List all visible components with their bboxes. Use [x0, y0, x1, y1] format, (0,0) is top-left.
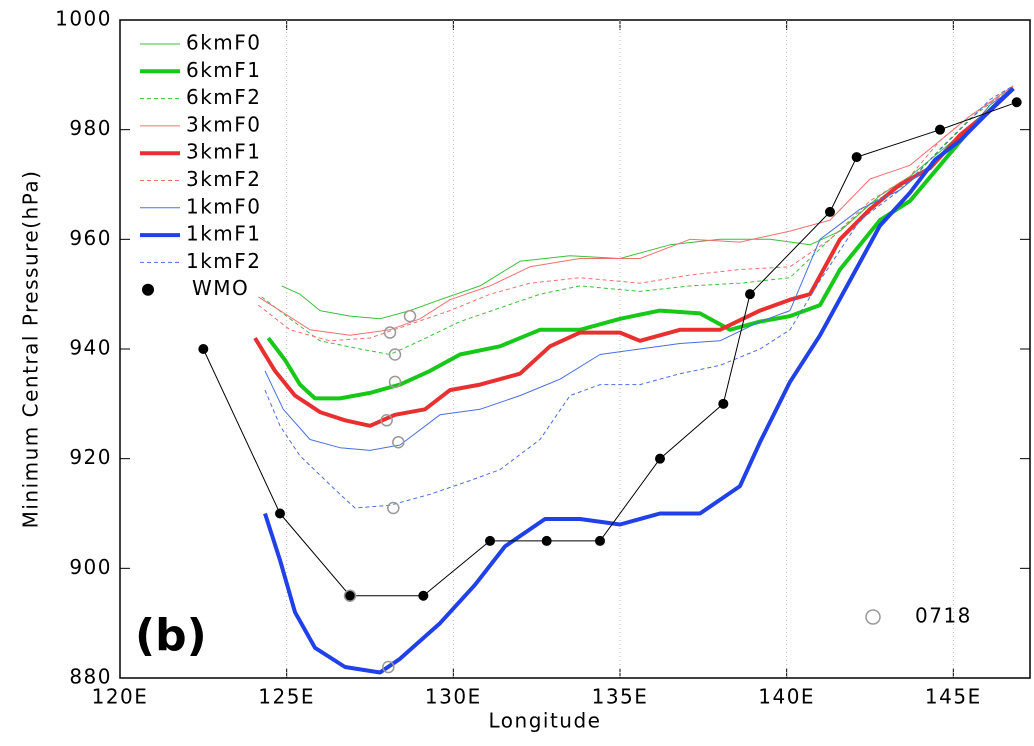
- series-line: [202, 101, 1017, 597]
- data-point: [595, 535, 605, 546]
- y-tick-label: 1000: [55, 7, 112, 31]
- y-axis-label: Minimum Central Pressure(hPa): [19, 170, 43, 529]
- data-point: [403, 309, 417, 323]
- data-point: [275, 508, 285, 519]
- series-line: [263, 87, 1015, 675]
- data-point: [935, 124, 945, 135]
- legend-label: 3kmF0: [186, 112, 262, 136]
- series-line: [258, 85, 1014, 336]
- x-tick-label: 145E: [925, 685, 982, 709]
- x-tick-label: 135E: [592, 685, 649, 709]
- legend-label: 6kmF0: [186, 31, 262, 55]
- legend-label: 6kmF2: [186, 85, 262, 109]
- legend-label: 3kmF2: [186, 167, 262, 191]
- x-tick-label: 125E: [258, 685, 315, 709]
- y-tick-label: 880: [69, 665, 112, 689]
- data-point: [485, 535, 495, 546]
- data-point: [387, 501, 400, 515]
- legend-label: 6kmF1: [186, 58, 262, 82]
- data-point: [541, 535, 552, 546]
- series-line: [264, 85, 1014, 509]
- y-tick-label: 980: [69, 116, 112, 140]
- series-line: [257, 88, 1014, 342]
- data-point: [383, 326, 397, 339]
- x-axis-label: Longitude: [489, 709, 602, 733]
- series-line: [253, 87, 1015, 428]
- data-point: [345, 590, 355, 601]
- data-point: [851, 152, 862, 163]
- x-tick-label: 130E: [425, 685, 482, 709]
- legend-label: WMO: [192, 276, 249, 300]
- data-point: [718, 398, 729, 409]
- data-point: [825, 206, 835, 217]
- y-tick-label: 940: [69, 336, 112, 360]
- data-point: [343, 589, 357, 602]
- y-tick-label: 920: [69, 445, 112, 469]
- data-point: [388, 348, 402, 361]
- legend-label: 1kmF2: [186, 249, 262, 273]
- legend-marker: [142, 283, 154, 296]
- x-tick-label: 140E: [758, 685, 815, 709]
- data-point: [380, 414, 393, 427]
- x-tick-label: 120E: [92, 685, 149, 709]
- data-point: [1011, 97, 1022, 108]
- legend-label: 0718: [915, 604, 972, 628]
- data-point: [392, 435, 405, 449]
- data-point: [388, 375, 402, 389]
- series-line: [264, 88, 1014, 451]
- series-line: [266, 87, 1015, 401]
- y-tick-label: 960: [69, 226, 112, 250]
- data-point: [655, 453, 665, 464]
- legend-label: 1kmF0: [186, 194, 262, 218]
- legend-marker: [865, 609, 881, 625]
- y-tick-label: 900: [69, 555, 112, 579]
- legend-label: 1kmF1: [186, 222, 262, 246]
- data-point: [198, 344, 209, 354]
- panel-label: (b): [135, 610, 207, 661]
- data-point: [418, 590, 429, 601]
- legend-label: 3kmF1: [186, 140, 262, 164]
- data-point: [382, 660, 395, 674]
- data-point: [745, 289, 755, 300]
